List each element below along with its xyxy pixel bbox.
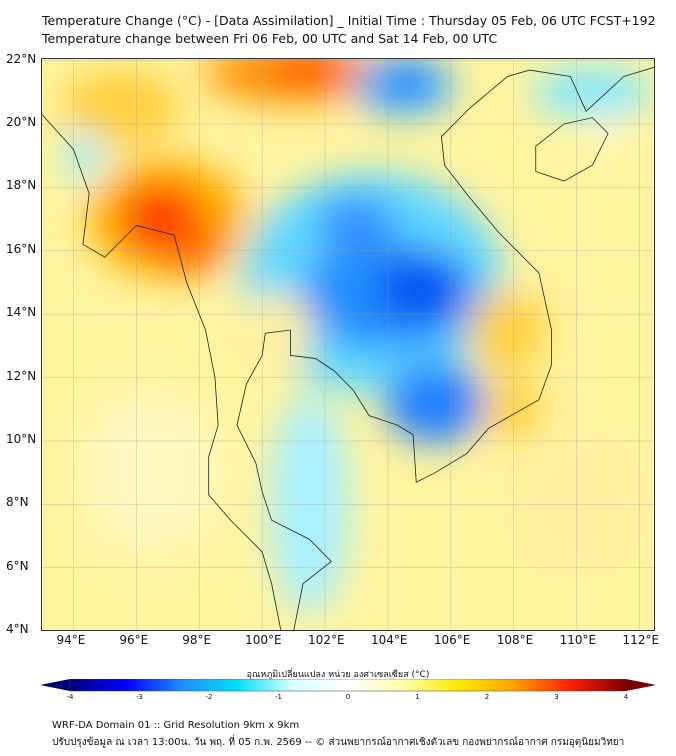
temperature-anomaly-area bbox=[467, 290, 548, 371]
colorbar-tick-label: -2 bbox=[205, 693, 213, 701]
lat-tick-label: 12°N bbox=[6, 368, 37, 383]
coastline bbox=[535, 117, 609, 182]
lat-tick-label: 4°N bbox=[6, 622, 29, 637]
lat-tick-label: 16°N bbox=[6, 241, 37, 256]
colorbar-label: อุณหภูมิเปลี่ยนแปลง หน่วย องศาเซลเซียส (… bbox=[246, 670, 430, 680]
lon-tick-label: 104°E bbox=[370, 633, 408, 647]
temperature-anomaly-area bbox=[269, 59, 350, 85]
colorbar-tick-label: 2 bbox=[484, 693, 490, 701]
temperature-anomaly-area bbox=[167, 214, 218, 275]
chart-title: Temperature Change (°C) - [Data Assimila… bbox=[42, 13, 656, 28]
lon-tick-label: 100°E bbox=[245, 633, 282, 647]
lon-tick-label: 102°E bbox=[308, 633, 345, 647]
lat-tick-label: 10°N bbox=[6, 431, 37, 446]
colorbar-tick-label: -1 bbox=[275, 693, 282, 701]
lon-tick-label: 96°E bbox=[119, 633, 149, 647]
temperature-change-map bbox=[41, 58, 655, 631]
lat-tick-label: 22°N bbox=[6, 51, 37, 66]
lon-tick-label: 94°E bbox=[56, 633, 86, 647]
lon-tick-label: 112°E bbox=[622, 633, 660, 647]
temperature-anomaly-area bbox=[82, 392, 223, 553]
footer-model-info: WRF-DA Domain 01 :: Grid Resolution 9km … bbox=[52, 720, 300, 731]
colorbar-min-arrow bbox=[40, 679, 70, 691]
footer-update-info: ปรับปรุงข้อมูล ณ เวลา 13:00น. วัน พฤ. ที… bbox=[52, 737, 625, 748]
colorbar-tick-label: -3 bbox=[136, 693, 143, 701]
temperature-anomaly-area bbox=[532, 67, 653, 118]
temperature-anomaly-area bbox=[242, 290, 313, 371]
colorbar-tick-label: 0 bbox=[345, 693, 351, 701]
colorbar-tick-label: 3 bbox=[554, 693, 559, 701]
temperature-anomaly-area bbox=[60, 68, 181, 149]
colorbar-tick-label: -4 bbox=[66, 693, 74, 701]
temperature-anomaly-area bbox=[62, 130, 103, 181]
temperature-anomaly-area bbox=[385, 362, 486, 443]
colorbar-tick-label: 4 bbox=[623, 693, 629, 701]
coastline bbox=[42, 114, 282, 630]
coastline bbox=[236, 66, 654, 630]
lon-tick-label: 98°E bbox=[182, 633, 212, 647]
lon-tick-label: 108°E bbox=[496, 633, 534, 647]
temperature-anomaly-area bbox=[588, 110, 629, 151]
colorbar bbox=[40, 679, 656, 692]
lat-tick-label: 8°N bbox=[6, 495, 29, 510]
colorbar-max-arrow bbox=[626, 679, 656, 691]
chart-subtitle: Temperature change between Fri 06 Feb, 0… bbox=[42, 31, 498, 46]
lon-tick-label: 106°E bbox=[433, 633, 471, 647]
temperature-anomaly-area bbox=[374, 258, 465, 319]
lat-tick-label: 6°N bbox=[6, 558, 29, 573]
colorbar-tick-label: 1 bbox=[415, 693, 420, 701]
lat-tick-label: 18°N bbox=[6, 178, 37, 193]
temperature-anomaly-area bbox=[316, 195, 397, 256]
temperature-anomaly-area bbox=[381, 64, 432, 95]
lat-tick-label: 14°N bbox=[6, 305, 37, 320]
lat-tick-label: 20°N bbox=[6, 114, 37, 129]
lon-tick-label: 110°E bbox=[559, 633, 597, 647]
